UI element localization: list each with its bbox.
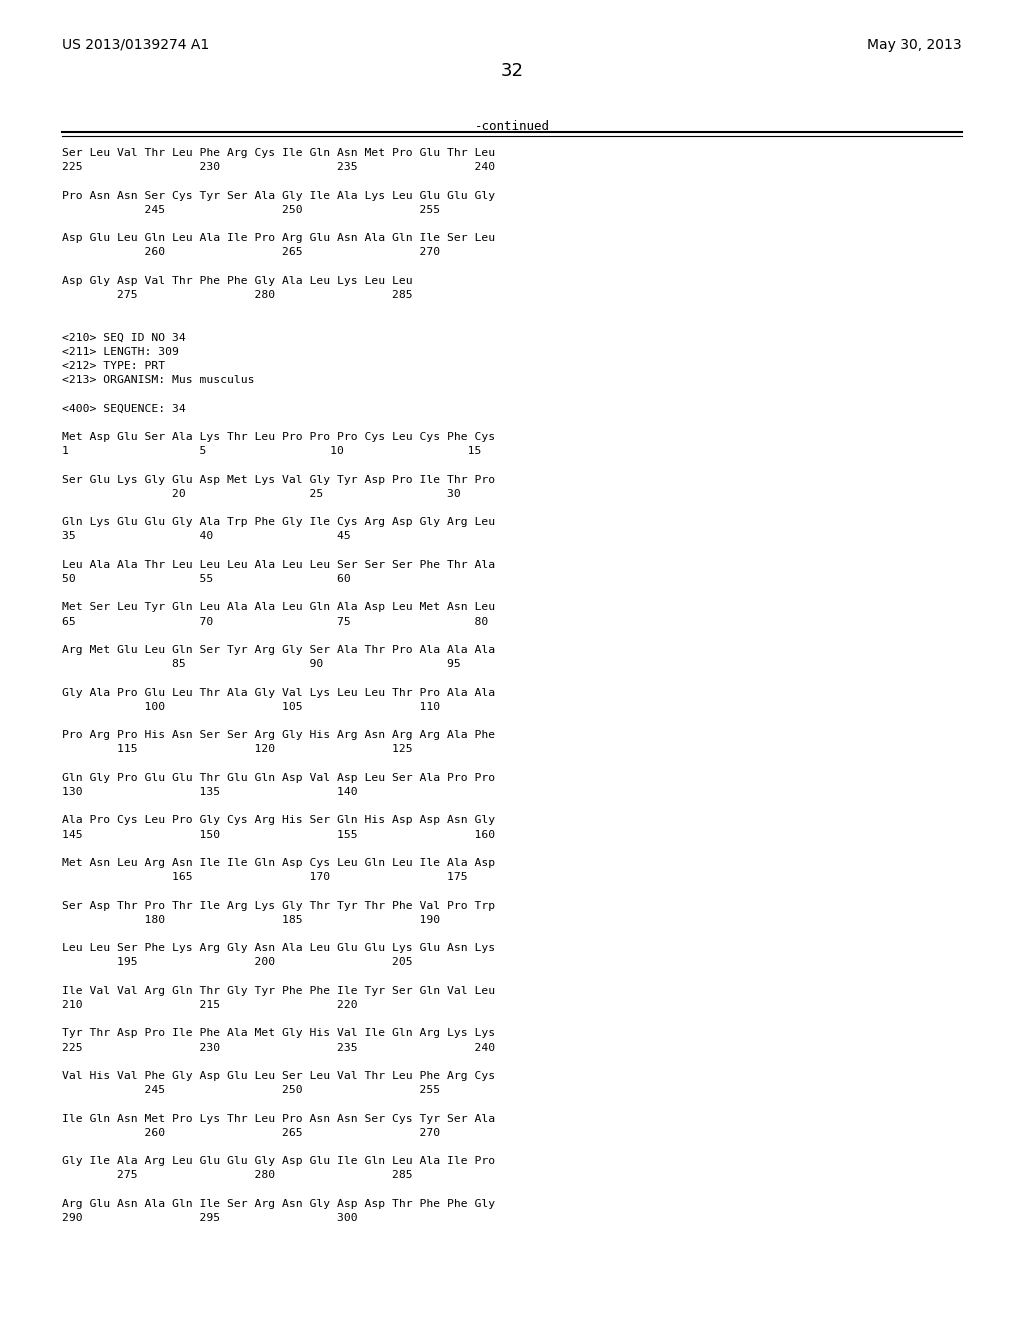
Text: Gln Gly Pro Glu Glu Thr Glu Gln Asp Val Asp Leu Ser Ala Pro Pro: Gln Gly Pro Glu Glu Thr Glu Gln Asp Val … — [62, 772, 496, 783]
Text: 195                 200                 205: 195 200 205 — [62, 957, 413, 968]
Text: 115                 120                 125: 115 120 125 — [62, 744, 413, 755]
Text: Asp Gly Asp Val Thr Phe Phe Gly Ala Leu Lys Leu Leu: Asp Gly Asp Val Thr Phe Phe Gly Ala Leu … — [62, 276, 413, 286]
Text: Ile Gln Asn Met Pro Lys Thr Leu Pro Asn Asn Ser Cys Tyr Ser Ala: Ile Gln Asn Met Pro Lys Thr Leu Pro Asn … — [62, 1114, 496, 1123]
Text: Ile Val Val Arg Gln Thr Gly Tyr Phe Phe Ile Tyr Ser Gln Val Leu: Ile Val Val Arg Gln Thr Gly Tyr Phe Phe … — [62, 986, 496, 995]
Text: 180                 185                 190: 180 185 190 — [62, 915, 440, 925]
Text: 260                 265                 270: 260 265 270 — [62, 1127, 440, 1138]
Text: 245                 250                 255: 245 250 255 — [62, 205, 440, 215]
Text: <211> LENGTH: 309: <211> LENGTH: 309 — [62, 347, 179, 356]
Text: -continued: -continued — [474, 120, 550, 133]
Text: 275                 280                 285: 275 280 285 — [62, 1171, 413, 1180]
Text: 65                  70                  75                  80: 65 70 75 80 — [62, 616, 488, 627]
Text: Val His Val Phe Gly Asp Glu Leu Ser Leu Val Thr Leu Phe Arg Cys: Val His Val Phe Gly Asp Glu Leu Ser Leu … — [62, 1071, 496, 1081]
Text: May 30, 2013: May 30, 2013 — [867, 38, 962, 51]
Text: <400> SEQUENCE: 34: <400> SEQUENCE: 34 — [62, 404, 185, 413]
Text: 260                 265                 270: 260 265 270 — [62, 247, 440, 257]
Text: 290                 295                 300: 290 295 300 — [62, 1213, 357, 1224]
Text: <213> ORGANISM: Mus musculus: <213> ORGANISM: Mus musculus — [62, 375, 255, 385]
Text: Pro Asn Asn Ser Cys Tyr Ser Ala Gly Ile Ala Lys Leu Glu Glu Gly: Pro Asn Asn Ser Cys Tyr Ser Ala Gly Ile … — [62, 190, 496, 201]
Text: 32: 32 — [501, 62, 523, 81]
Text: <210> SEQ ID NO 34: <210> SEQ ID NO 34 — [62, 333, 185, 343]
Text: Gly Ala Pro Glu Leu Thr Ala Gly Val Lys Leu Leu Thr Pro Ala Ala: Gly Ala Pro Glu Leu Thr Ala Gly Val Lys … — [62, 688, 496, 697]
Text: Gln Lys Glu Glu Gly Ala Trp Phe Gly Ile Cys Arg Asp Gly Arg Leu: Gln Lys Glu Glu Gly Ala Trp Phe Gly Ile … — [62, 517, 496, 527]
Text: 85                  90                  95: 85 90 95 — [62, 659, 461, 669]
Text: Arg Glu Asn Ala Gln Ile Ser Arg Asn Gly Asp Asp Thr Phe Phe Gly: Arg Glu Asn Ala Gln Ile Ser Arg Asn Gly … — [62, 1199, 496, 1209]
Text: 50                  55                  60: 50 55 60 — [62, 574, 351, 583]
Text: Tyr Thr Asp Pro Ile Phe Ala Met Gly His Val Ile Gln Arg Lys Lys: Tyr Thr Asp Pro Ile Phe Ala Met Gly His … — [62, 1028, 496, 1039]
Text: Ser Asp Thr Pro Thr Ile Arg Lys Gly Thr Tyr Thr Phe Val Pro Trp: Ser Asp Thr Pro Thr Ile Arg Lys Gly Thr … — [62, 900, 496, 911]
Text: Met Asp Glu Ser Ala Lys Thr Leu Pro Pro Pro Cys Leu Cys Phe Cys: Met Asp Glu Ser Ala Lys Thr Leu Pro Pro … — [62, 432, 496, 442]
Text: Leu Ala Ala Thr Leu Leu Leu Ala Leu Leu Ser Ser Ser Phe Thr Ala: Leu Ala Ala Thr Leu Leu Leu Ala Leu Leu … — [62, 560, 496, 570]
Text: 245                 250                 255: 245 250 255 — [62, 1085, 440, 1096]
Text: <212> TYPE: PRT: <212> TYPE: PRT — [62, 360, 165, 371]
Text: Asp Glu Leu Gln Leu Ala Ile Pro Arg Glu Asn Ala Gln Ile Ser Leu: Asp Glu Leu Gln Leu Ala Ile Pro Arg Glu … — [62, 234, 496, 243]
Text: 275                 280                 285: 275 280 285 — [62, 290, 413, 300]
Text: 130                 135                 140: 130 135 140 — [62, 787, 357, 797]
Text: 1                   5                  10                  15: 1 5 10 15 — [62, 446, 481, 457]
Text: 210                 215                 220: 210 215 220 — [62, 1001, 357, 1010]
Text: Ala Pro Cys Leu Pro Gly Cys Arg His Ser Gln His Asp Asp Asn Gly: Ala Pro Cys Leu Pro Gly Cys Arg His Ser … — [62, 816, 496, 825]
Text: 225                 230                 235                 240: 225 230 235 240 — [62, 1043, 496, 1052]
Text: 165                 170                 175: 165 170 175 — [62, 873, 468, 882]
Text: Met Ser Leu Tyr Gln Leu Ala Ala Leu Gln Ala Asp Leu Met Asn Leu: Met Ser Leu Tyr Gln Leu Ala Ala Leu Gln … — [62, 602, 496, 612]
Text: 145                 150                 155                 160: 145 150 155 160 — [62, 829, 496, 840]
Text: 100                 105                 110: 100 105 110 — [62, 702, 440, 711]
Text: 35                  40                  45: 35 40 45 — [62, 532, 351, 541]
Text: Arg Met Glu Leu Gln Ser Tyr Arg Gly Ser Ala Thr Pro Ala Ala Ala: Arg Met Glu Leu Gln Ser Tyr Arg Gly Ser … — [62, 645, 496, 655]
Text: Gly Ile Ala Arg Leu Glu Glu Gly Asp Glu Ile Gln Leu Ala Ile Pro: Gly Ile Ala Arg Leu Glu Glu Gly Asp Glu … — [62, 1156, 496, 1166]
Text: Ser Glu Lys Gly Glu Asp Met Lys Val Gly Tyr Asp Pro Ile Thr Pro: Ser Glu Lys Gly Glu Asp Met Lys Val Gly … — [62, 475, 496, 484]
Text: 20                  25                  30: 20 25 30 — [62, 488, 461, 499]
Text: 225                 230                 235                 240: 225 230 235 240 — [62, 162, 496, 172]
Text: Pro Arg Pro His Asn Ser Ser Arg Gly His Arg Asn Arg Arg Ala Phe: Pro Arg Pro His Asn Ser Ser Arg Gly His … — [62, 730, 496, 741]
Text: Met Asn Leu Arg Asn Ile Ile Gln Asp Cys Leu Gln Leu Ile Ala Asp: Met Asn Leu Arg Asn Ile Ile Gln Asp Cys … — [62, 858, 496, 869]
Text: Ser Leu Val Thr Leu Phe Arg Cys Ile Gln Asn Met Pro Glu Thr Leu: Ser Leu Val Thr Leu Phe Arg Cys Ile Gln … — [62, 148, 496, 158]
Text: Leu Leu Ser Phe Lys Arg Gly Asn Ala Leu Glu Glu Lys Glu Asn Lys: Leu Leu Ser Phe Lys Arg Gly Asn Ala Leu … — [62, 944, 496, 953]
Text: US 2013/0139274 A1: US 2013/0139274 A1 — [62, 38, 209, 51]
